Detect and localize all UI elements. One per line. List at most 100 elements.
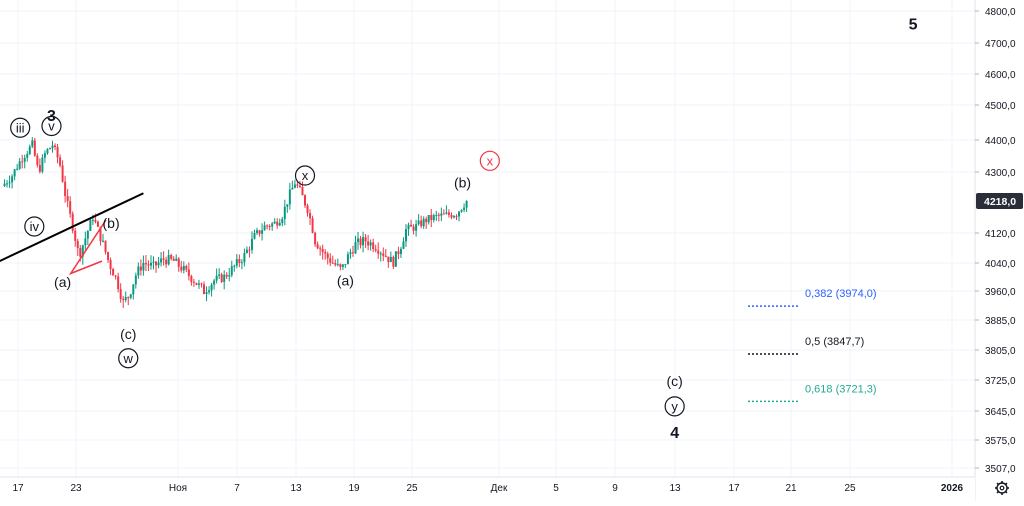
candle-body [127,297,130,299]
price-tick-label: 4040,0 [985,259,1016,270]
candle-body [192,281,195,283]
candle-body [334,262,337,265]
candle-body [220,274,223,282]
candle-body [357,238,360,243]
candle-body [245,249,248,253]
price-tick-label: 4700,0 [985,39,1016,50]
wave-label-text: (c) [120,326,136,342]
wave-label-circle [10,117,31,138]
wave-label-text: (a) [54,274,71,290]
price-tick-label: 3960,0 [985,287,1016,298]
candle-body [377,250,380,254]
time-tick-label: 19 [348,483,360,494]
candle-body [374,249,377,251]
candle-body [182,266,185,271]
time-scale[interactable] [0,477,975,501]
candle-body [379,253,382,255]
wave-label[interactable]: x [294,165,316,186]
candle-body [137,266,140,276]
candle-body [142,263,145,271]
candle-body [463,207,466,210]
wave-label[interactable]: iii [10,117,31,138]
candle-body [165,259,168,265]
candle-body [79,248,82,257]
wave-label[interactable]: (c) [120,326,136,342]
candle-body [417,220,420,225]
candle-body [228,275,231,277]
wave-label[interactable]: 4 [670,425,679,442]
gear-icon-tooth [1004,482,1008,486]
candle-body [213,280,216,285]
candle-body [31,140,34,147]
candle-body [160,258,163,263]
wave-label-text: (b) [103,215,120,231]
fib-level-label: 0,382 (3974,0) [805,288,877,300]
candle-body [432,215,435,221]
candle-body [326,253,329,259]
wave-label[interactable]: iv [24,216,45,237]
price-scale[interactable] [975,0,1024,501]
wave-label[interactable]: (a) [337,272,354,288]
wave-label-text: iii [16,120,25,135]
price-tick-label: 3645,0 [985,407,1016,418]
candle-body [43,153,46,158]
wave-label-circle [294,165,316,186]
candle-body [195,282,198,285]
wave-label[interactable]: (b) [103,215,120,231]
wave-label[interactable]: y [664,396,685,417]
wave-label-circle [41,115,62,137]
candle-body [407,224,410,230]
wave-label-circle [664,396,685,417]
candle-body [172,258,175,261]
candle-body [134,275,137,285]
candle-body [109,259,112,270]
candle-body [218,274,221,276]
trendline[interactable] [0,192,144,265]
wave-label-circle [479,150,500,171]
candle-body [155,261,158,266]
wave-label[interactable]: (c) [666,373,682,389]
wave-label[interactable]: (b) [454,175,471,191]
wave-label-text: w [123,351,134,366]
candle-body [240,262,243,264]
candle-body [440,213,443,216]
candle-body [465,200,468,208]
price-tick-label: 4400,0 [985,136,1016,147]
candle-body [86,230,89,239]
candle-body [200,283,203,285]
wave-label[interactable]: (a) [54,274,71,290]
last-price-badge [976,193,1023,209]
candle-body [225,274,228,277]
candle-body [139,266,142,271]
candle-body [76,240,79,249]
candle-body [124,297,127,301]
wave-label[interactable]: x [479,150,500,171]
candle-body [256,230,259,233]
candle-body [367,241,370,246]
triangle-drawing[interactable] [68,219,107,276]
candle-body [258,230,261,234]
candle-body [311,218,314,233]
price-tick-label: 4120,0 [985,229,1016,240]
candle-body [235,259,238,266]
candle-body [349,252,352,255]
candle-body [96,221,99,227]
price-tick-label: 4800,0 [985,7,1016,18]
time-tick-label: 9 [612,483,618,494]
candle-body [298,185,301,188]
time-tick-label: 25 [844,483,856,494]
candle-body [119,289,122,299]
wave-label[interactable]: 5 [909,16,918,33]
candle-body [420,220,423,227]
wave-label[interactable]: v [41,115,62,137]
candle-body [281,219,284,224]
candle-body [415,224,418,231]
wave-label[interactable]: w [118,348,139,369]
gear-icon[interactable] [995,481,1009,495]
candle-body [455,216,458,218]
candle-body [319,248,322,250]
candle-body [304,195,306,206]
